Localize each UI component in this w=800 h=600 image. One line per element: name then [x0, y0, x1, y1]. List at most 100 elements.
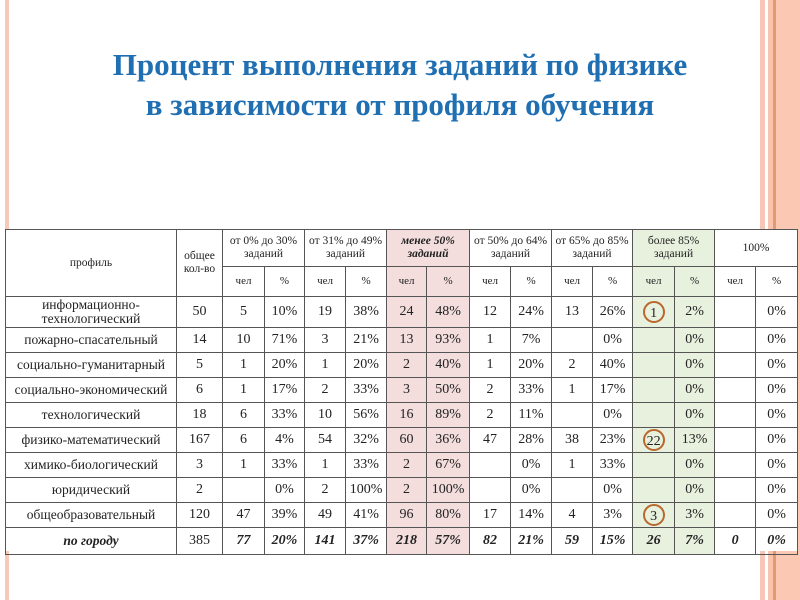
percent-cell: 0%: [755, 377, 799, 403]
profile-cell: пожарно-спасательный: [5, 327, 177, 353]
count-cell: 3: [632, 502, 676, 528]
percent-cell: 2%: [674, 296, 716, 328]
percent-cell: 7%: [674, 527, 716, 555]
percent-cell: 41%: [345, 502, 388, 528]
subheader-count: чел: [222, 266, 265, 297]
subheader-percent: %: [592, 266, 634, 297]
percent-cell: 17%: [263, 377, 306, 403]
percent-cell: 33%: [510, 377, 553, 403]
subheader-percent: %: [345, 266, 388, 297]
header-group-0-30: от 0% до 30% заданий: [221, 229, 306, 267]
percent-cell: 40%: [426, 352, 471, 378]
table-row: информационно-технологический 50 5 10% 19 38%…: [5, 296, 799, 328]
count-cell: [222, 477, 265, 503]
count-cell: [551, 327, 594, 353]
count-cell: [469, 477, 512, 503]
total-count-cell: 2: [176, 477, 223, 503]
count-cell: 2: [386, 352, 428, 378]
percent-cell: 21%: [345, 327, 388, 353]
table-row: юридический 2 0% 2 100% 2 100% 0% 0% 0% 0%: [5, 477, 799, 503]
count-cell: 3: [386, 377, 428, 403]
subheader-percent: %: [755, 266, 799, 297]
subheader-count: чел: [469, 266, 512, 297]
table-total-row: по городу 385 77 20% 141 37% 218 57% 82 21% 59 15% 2…: [5, 527, 799, 555]
percent-cell: 0%: [755, 427, 799, 453]
subheader-count: чел: [714, 266, 757, 297]
count-cell: 96: [386, 502, 428, 528]
table-body: информационно-технологический 50 5 10% 19 38%…: [5, 296, 799, 555]
total-count-cell: 3: [176, 452, 223, 478]
profile-cell: по городу: [5, 527, 177, 555]
percent-cell: 89%: [426, 402, 471, 428]
count-cell: 2: [304, 377, 347, 403]
count-cell: 3: [304, 327, 347, 353]
count-cell: [714, 427, 757, 453]
count-cell: 77: [222, 527, 265, 555]
percent-cell: 20%: [510, 352, 553, 378]
percent-cell: 0%: [674, 352, 716, 378]
percent-cell: 48%: [426, 296, 471, 328]
count-cell: 1: [222, 377, 265, 403]
percent-cell: 0%: [755, 402, 799, 428]
percent-cell: 0%: [755, 327, 799, 353]
count-cell: [632, 402, 676, 428]
percent-cell: 0%: [674, 327, 716, 353]
subheader-percent: %: [510, 266, 553, 297]
count-cell: [551, 477, 594, 503]
count-cell: [632, 327, 676, 353]
count-cell: 13: [551, 296, 594, 328]
percent-cell: 0%: [510, 477, 553, 503]
percent-cell: 80%: [426, 502, 471, 528]
total-count-cell: 14: [176, 327, 223, 353]
profile-cell: общеобразовательный: [5, 502, 177, 528]
count-cell: 2: [469, 377, 512, 403]
results-table: профиль общее кол-во от 0% до 30% задани…: [5, 229, 799, 555]
percent-cell: 0%: [674, 452, 716, 478]
count-cell: 1: [222, 452, 265, 478]
count-cell: 2: [551, 352, 594, 378]
percent-cell: 36%: [426, 427, 471, 453]
percent-cell: 0%: [592, 402, 634, 428]
count-cell: [714, 502, 757, 528]
percent-cell: 3%: [674, 502, 716, 528]
profile-cell: социально-экономический: [5, 377, 177, 403]
count-cell: [714, 477, 757, 503]
count-cell: 4: [551, 502, 594, 528]
count-cell: 0: [714, 527, 757, 555]
percent-cell: 33%: [345, 452, 388, 478]
table-row: общеобразовательный 120 47 39% 49 41% 96 80% 17 1…: [5, 502, 799, 528]
count-cell: 24: [386, 296, 428, 328]
profile-cell: физико-математический: [5, 427, 177, 453]
count-cell: 1: [469, 327, 512, 353]
count-cell: 1: [469, 352, 512, 378]
count-cell: 1: [632, 296, 676, 328]
count-cell: 54: [304, 427, 347, 453]
percent-cell: 0%: [674, 402, 716, 428]
count-cell: 1: [304, 352, 347, 378]
profile-cell: технологический: [5, 402, 177, 428]
total-count-cell: 167: [176, 427, 223, 453]
percent-cell: 0%: [592, 477, 634, 503]
count-cell: 10: [222, 327, 265, 353]
header-profile: профиль: [5, 229, 177, 297]
count-cell: 12: [469, 296, 512, 328]
percent-cell: 28%: [510, 427, 553, 453]
percent-cell: 3%: [592, 502, 634, 528]
highlight-circle: 3: [642, 504, 665, 526]
table-row: химико-биологический 3 1 33% 1 33% 2 67% 0% 1 33% 0…: [5, 452, 799, 478]
percent-cell: 33%: [263, 452, 306, 478]
header-group-under-50: менее 50% заданий: [386, 229, 471, 267]
total-count-cell: 120: [176, 502, 223, 528]
total-count-cell: 385: [176, 527, 223, 555]
percent-cell: 100%: [426, 477, 471, 503]
title-line-2: в зависимости от профиля обучения: [145, 87, 655, 122]
count-cell: 218: [386, 527, 428, 555]
results-table-container: профиль общее кол-во от 0% до 30% задани…: [5, 229, 799, 555]
count-cell: 22: [632, 427, 676, 453]
subheader-percent: %: [674, 266, 716, 297]
percent-cell: 7%: [510, 327, 553, 353]
percent-cell: 57%: [426, 527, 471, 555]
subheader-count: чел: [632, 266, 676, 297]
percent-cell: 0%: [755, 296, 799, 328]
total-count-cell: 5: [176, 352, 223, 378]
